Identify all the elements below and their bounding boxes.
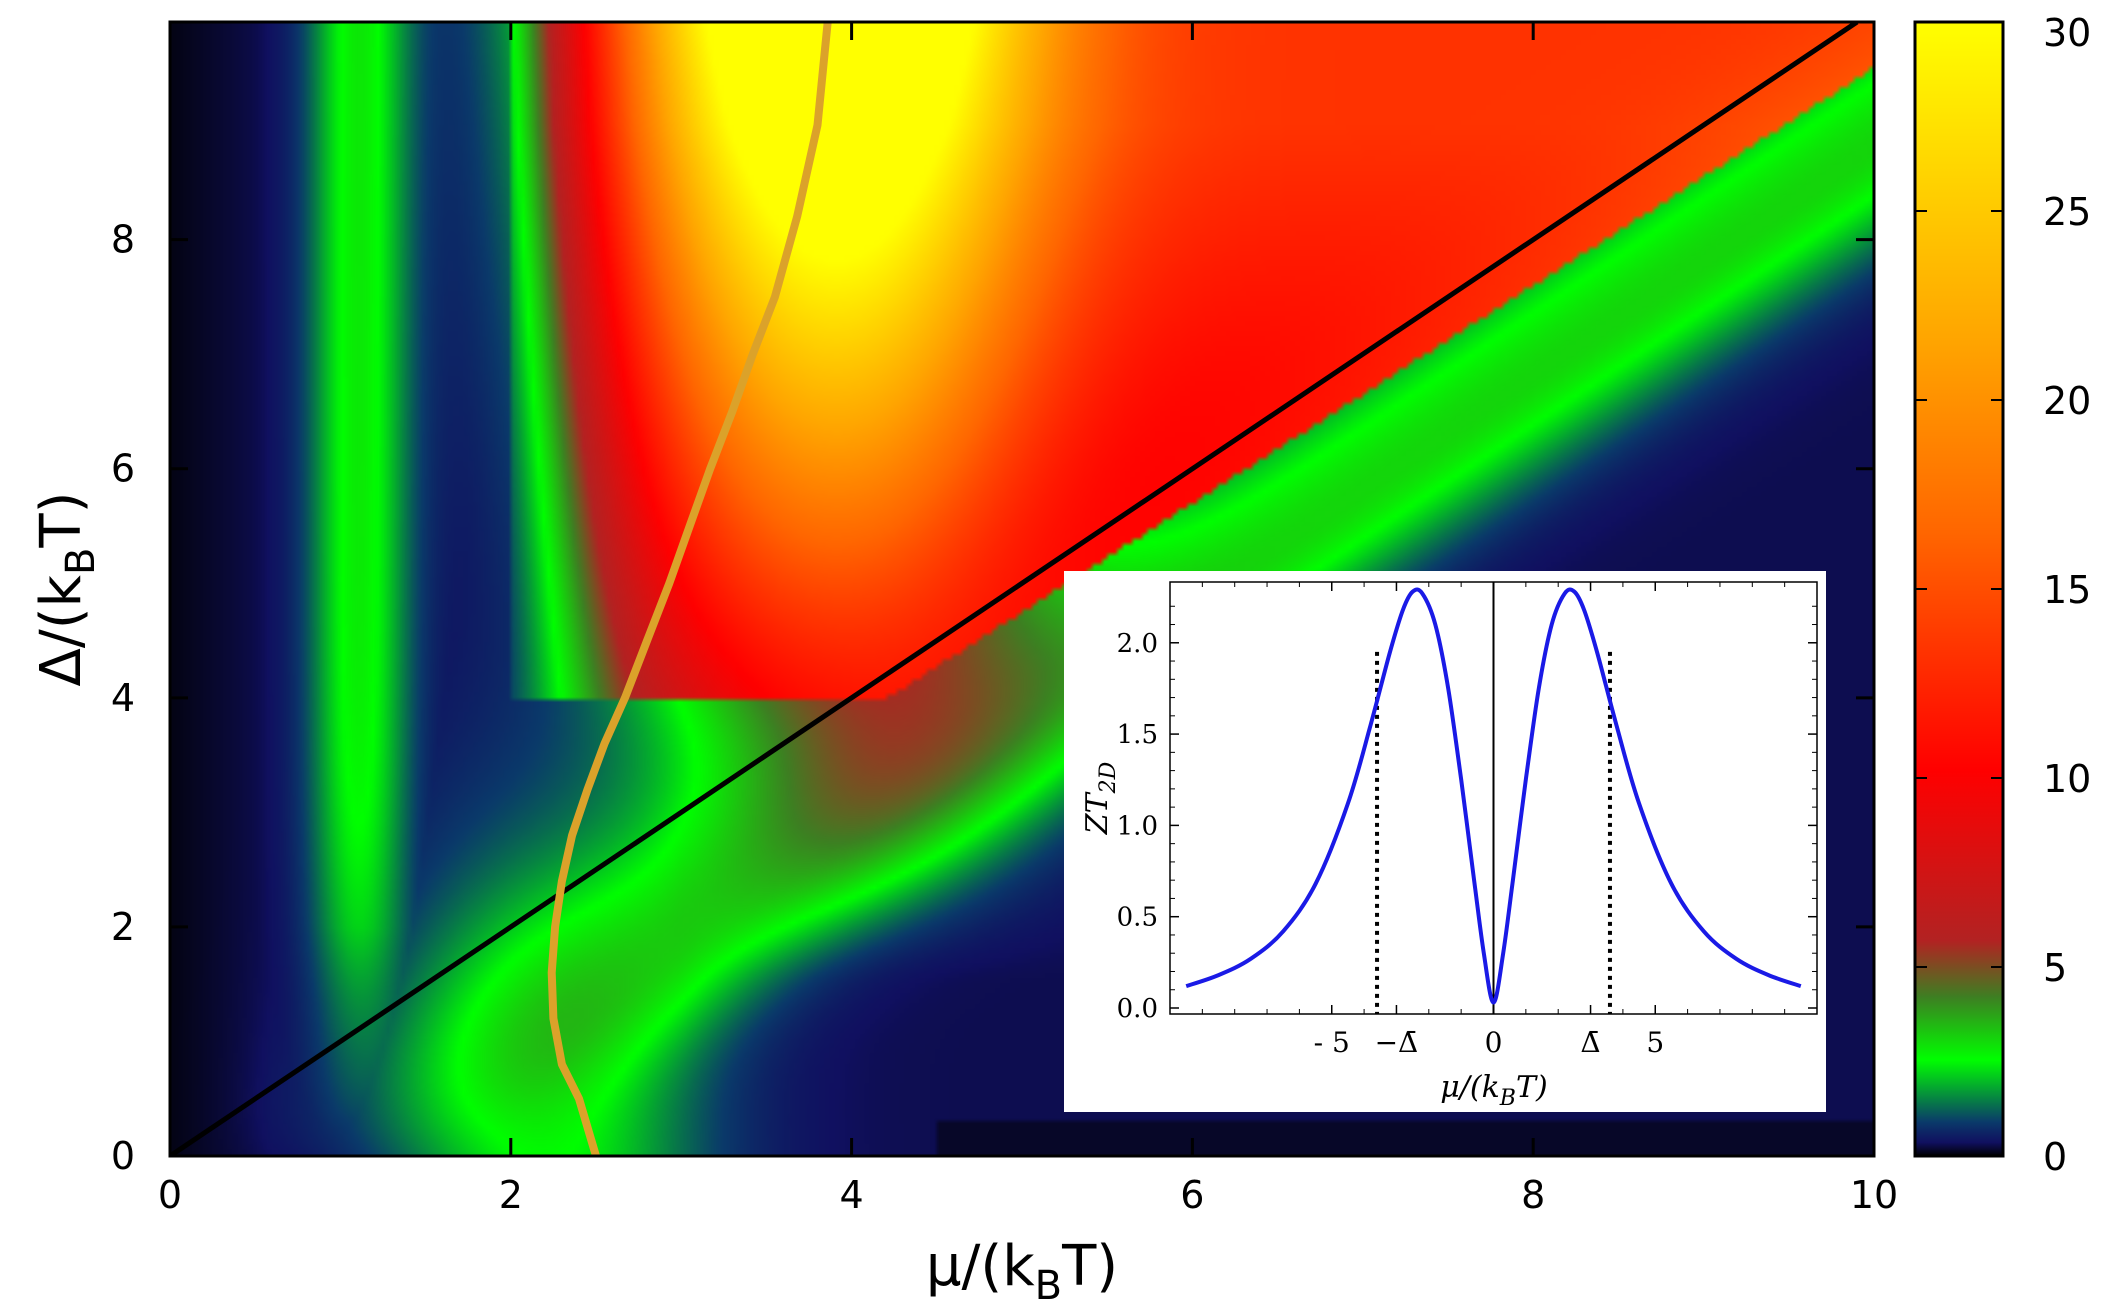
main-y-ticks: 0 2 4 6 8 <box>111 218 1874 1178</box>
main-y-tick-label: 8 <box>111 218 135 262</box>
main-x-tick-label: 4 <box>840 1173 864 1217</box>
colorbar-ticks: 0 5 10 15 20 25 30 <box>1915 11 2091 1179</box>
inset-y-tick-label: 0.5 <box>1117 903 1158 933</box>
main-x-tick-label: 0 <box>158 1173 182 1217</box>
main-x-tick-label: 10 <box>1850 1173 1898 1217</box>
inset-y-axis-label: ZT2D <box>1080 761 1121 835</box>
inset-x-tick-label: 0 <box>1485 1026 1503 1059</box>
inset-y-tick-label: 0.0 <box>1117 994 1158 1024</box>
colorbar-tick-label: 20 <box>2043 379 2091 423</box>
inset-y-tick-label: 1.0 <box>1117 811 1158 841</box>
inset-background <box>1064 571 1826 1112</box>
main-x-axis-label: μ/(kBT) <box>926 1234 1118 1308</box>
diagonal-line <box>170 22 1859 1156</box>
inset-x-axis-label: μ/(kBT) <box>1440 1070 1547 1111</box>
colorbar-tick-label: 15 <box>2043 568 2091 612</box>
inset-y-tick-label: 1.5 <box>1117 720 1158 750</box>
colorbar-tick-label: 30 <box>2043 11 2091 55</box>
inset-y-tick-label: 2.0 <box>1117 629 1158 659</box>
main-y-tick-label: 4 <box>111 676 135 720</box>
colorbar-tick-label: 0 <box>2043 1135 2067 1179</box>
optimal-mu-curve <box>547 22 832 1156</box>
main-x-tick-label: 2 <box>499 1173 523 1217</box>
inset-x-tick-label: Δ̄ <box>1580 1026 1600 1059</box>
main-y-axis-label: Δ/(kBT) <box>29 492 104 687</box>
inset-x-ticks: - 5 −Δ̄ 0 Δ̄ 5 <box>1201 582 1786 1059</box>
colorbar-tick-label: 25 <box>2043 190 2091 234</box>
main-y-tick-label: 0 <box>111 1134 135 1178</box>
colorbar: 0 5 10 15 20 25 30 <box>1913 11 2091 1179</box>
main-x-ticks: 0 2 4 6 8 10 <box>158 22 1898 1217</box>
colorbar-tick-label: 10 <box>2043 757 2091 801</box>
main-x-tick-label: 6 <box>1180 1173 1204 1217</box>
inset-x-tick-label: - 5 <box>1314 1026 1350 1059</box>
main-y-tick-label: 6 <box>111 447 135 491</box>
inset-y-ticks: 0.0 0.5 1.0 1.5 2.0 <box>1117 605 1817 1024</box>
inset-x-tick-label: −Δ̄ <box>1375 1026 1419 1059</box>
main-plot-frame <box>168 20 1876 1158</box>
inset-plot: - 5 −Δ̄ 0 Δ̄ 5 0.0 0.5 1.0 1.5 2.0 ZT2D μ/(kBT) <box>1064 571 1826 1112</box>
inset-delta-markers <box>1375 651 1612 1014</box>
inset-x-tick-label: 5 <box>1646 1026 1664 1059</box>
inset-zt-curve <box>1185 587 1802 1005</box>
colorbar-tick-label: 5 <box>2043 946 2067 990</box>
main-y-tick-label: 2 <box>111 905 135 949</box>
colorbar-gradient <box>1913 20 2005 1158</box>
main-x-tick-label: 8 <box>1521 1173 1545 1217</box>
